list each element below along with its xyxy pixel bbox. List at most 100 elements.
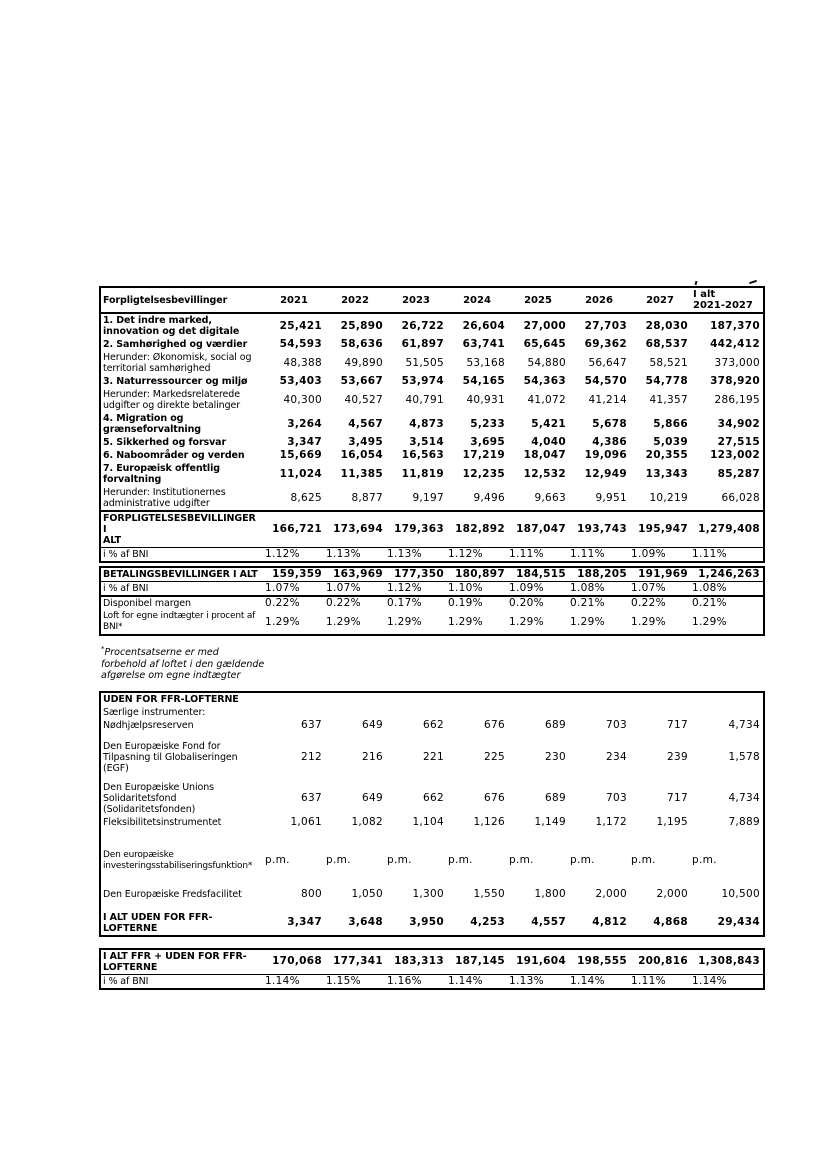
- spacer-cell: [100, 873, 764, 888]
- cell-value: 51,505: [405, 356, 444, 369]
- cell-value: 1.11%: [508, 547, 569, 562]
- cell-value: 41,072: [527, 393, 566, 406]
- cell-value: 1,578: [728, 750, 760, 763]
- table-row: BETALINGSBEVILLINGER I ALT 159,359 163,969…: [100, 567, 764, 582]
- cell-value: 184,515: [516, 568, 566, 580]
- table-row: i % af BNI 1.14% 1.15% 1.16% 1.14% 1.13% 1.14%…: [100, 973, 764, 989]
- cell-value: 10,500: [721, 887, 760, 900]
- column-header-year: 2025: [508, 287, 569, 314]
- cell-value: 662: [423, 791, 444, 804]
- cell-value: 8,625: [290, 491, 322, 504]
- cell-value: 41,214: [588, 393, 627, 406]
- cell-value: 3,347: [287, 916, 322, 929]
- row-label: Særlige instrumenter:: [103, 706, 206, 718]
- row-label: Herunder: Økonomisk, social og territori…: [103, 352, 252, 374]
- cell-value: p.m.: [692, 854, 717, 867]
- footnote-text: Procentsatserne er med forbehold af loft…: [101, 647, 265, 682]
- row-label: Den Europæiske Fond for Tilpasning til G…: [103, 740, 238, 774]
- cell-value: 19,096: [584, 449, 627, 461]
- cell-value: 1,308,843: [698, 955, 760, 968]
- row-label: Den europæiske investeringsstabilisering…: [103, 849, 253, 871]
- cell-value: 58,521: [649, 356, 688, 369]
- table-row: FORPLIGTELSESBEVILLINGER I ALT 166,721 173…: [100, 510, 764, 548]
- cell-value: 198,555: [577, 955, 627, 968]
- cell-value: 49,890: [344, 356, 383, 369]
- table-row: Den Europæiske Unions Solidaritetsfond (…: [100, 781, 764, 816]
- cell-value: p.m.: [387, 854, 412, 867]
- cell-value: 649: [362, 718, 383, 731]
- cell-value: 54,880: [527, 356, 566, 369]
- cell-value: 4,567: [348, 417, 383, 430]
- cell-value: 11,024: [279, 467, 322, 480]
- cell-value: 703: [606, 718, 627, 731]
- cell-value: 0.17%: [386, 595, 447, 610]
- cell-value: 1.09%: [630, 547, 691, 562]
- cell-value: 239: [667, 750, 688, 763]
- cell-value: 7,889: [728, 815, 760, 828]
- cell-value: 66,028: [721, 491, 760, 504]
- footnote-asterisk: *: [101, 645, 105, 653]
- cell-value: 61,897: [401, 338, 444, 350]
- cell-value: 689: [545, 718, 566, 731]
- table-row: i % af BNI 1.12% 1.13% 1.13% 1.12% 1.11% 1.11%…: [100, 547, 764, 562]
- cell-value: 689: [545, 791, 566, 804]
- cell-value: 40,931: [466, 393, 505, 406]
- cell-value: 41,357: [649, 393, 688, 406]
- row-label: 1. Det indre marked, innovation og det d…: [103, 315, 240, 337]
- cell-value: p.m.: [509, 854, 534, 867]
- table-row: UDEN FOR FFR-LOFTERNE: [100, 692, 764, 706]
- cell-value: 0.22%: [325, 595, 386, 610]
- row-label: Herunder: Markedsrelaterede udgifter og …: [103, 389, 241, 411]
- cell-value: 63,741: [462, 338, 505, 350]
- cell-value: 4,873: [409, 417, 444, 430]
- cell-value: 5,678: [592, 417, 627, 430]
- cell-value: 191,969: [638, 568, 688, 580]
- cell-value: 53,403: [279, 375, 322, 387]
- table-row: Herunder: Økonomisk, social og territori…: [100, 351, 764, 375]
- cell-value: 3,648: [348, 916, 383, 929]
- cell-value: 3,950: [409, 916, 444, 929]
- cell-value: 17,219: [462, 449, 505, 461]
- table-row: Fleksibilitetsinstrumentet 1,061 1,082 1,10…: [100, 816, 764, 829]
- cell-value: 225: [484, 750, 505, 763]
- cell-value: 69,362: [584, 338, 627, 350]
- cell-value: 1.14%: [569, 973, 630, 989]
- cell-value: 1.07%: [325, 581, 386, 596]
- cell-value: 1,550: [473, 887, 505, 900]
- cell-value: 212: [301, 750, 322, 763]
- cell-value: p.m.: [448, 854, 473, 867]
- cell-value: 1.11%: [630, 973, 691, 989]
- row-label: i % af BNI: [100, 581, 264, 596]
- spacer-row: [100, 901, 764, 911]
- cell-value: 85,287: [717, 467, 760, 480]
- row-label: 7. Europæisk offentlig forvaltning: [103, 463, 220, 485]
- cell-value: 1.12%: [264, 547, 325, 562]
- cell-value: 183,313: [394, 955, 444, 968]
- table-row: Herunder: Institutionernes administrativ…: [100, 486, 764, 511]
- row-label: BETALINGSBEVILLINGER I ALT: [103, 569, 258, 580]
- row-label: I ALT FFR + UDEN FOR FFR- LOFTERNE: [103, 950, 247, 973]
- cell-value: 40,300: [283, 393, 322, 406]
- cell-value: 1.08%: [691, 581, 764, 596]
- cell-value: 1.13%: [386, 547, 447, 562]
- cell-value: 676: [484, 791, 505, 804]
- cell-value: 68,537: [645, 338, 688, 350]
- cell-value: 1.29%: [509, 615, 544, 628]
- row-label: i % af BNI: [100, 973, 264, 989]
- cell-value: 53,667: [340, 375, 383, 387]
- cell-value: 9,663: [534, 491, 566, 504]
- cell-value: 53,974: [401, 375, 444, 387]
- cell-value: 0.19%: [447, 595, 508, 610]
- cell-value: 1.11%: [569, 547, 630, 562]
- spacer-cell: [100, 732, 764, 740]
- cell-value: 1,149: [534, 815, 566, 828]
- cell-value: 1.09%: [508, 581, 569, 596]
- cell-value: 221: [423, 750, 444, 763]
- cell-value: 179,363: [386, 510, 447, 548]
- cell-value: 166,721: [264, 510, 325, 548]
- cell-value: 3,495: [348, 436, 383, 448]
- cell-value: 3,514: [409, 436, 444, 448]
- cell-value: 1.16%: [386, 973, 447, 989]
- cell-value: 12,532: [523, 467, 566, 480]
- table-row: 7. Europæisk offentlig forvaltning 11,024…: [100, 462, 764, 486]
